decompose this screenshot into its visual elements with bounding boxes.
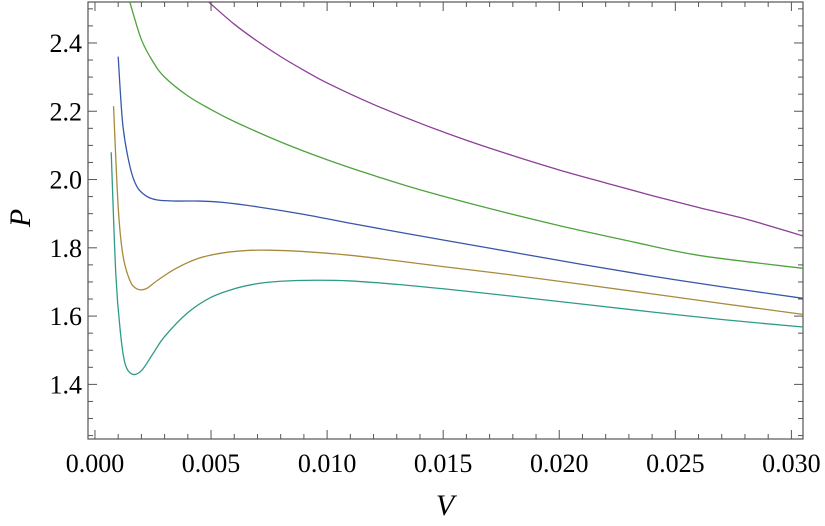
series-line-5 xyxy=(208,2,803,237)
x-tick-label: 0.000 xyxy=(66,449,125,478)
y-tick-label: 1.6 xyxy=(50,302,83,331)
x-tick-label: 0.025 xyxy=(646,449,705,478)
series-line-1 xyxy=(110,152,803,376)
series-layer xyxy=(110,2,803,376)
series-line-4 xyxy=(129,2,803,269)
y-axis-title: P xyxy=(4,209,37,228)
y-tick-label: 1.4 xyxy=(50,370,83,399)
x-axis-title: V xyxy=(436,489,458,522)
x-tick-label: 0.020 xyxy=(530,449,589,478)
series-line-2 xyxy=(112,106,803,316)
x-tick-label: 0.030 xyxy=(762,449,821,478)
x-tick-label: 0.015 xyxy=(414,449,473,478)
y-tick-label: 2.4 xyxy=(50,29,83,58)
x-tick-label: 0.005 xyxy=(182,449,241,478)
y-tick-label: 2.0 xyxy=(50,166,83,195)
y-tick-labels: 1.4 1.6 1.8 2.0 2.2 2.4 xyxy=(50,29,83,399)
y-tick-label: 1.8 xyxy=(50,234,83,263)
series-line-3 xyxy=(117,56,803,299)
ticks-layer xyxy=(88,2,803,439)
x-tick-label: 0.010 xyxy=(298,449,357,478)
plot-frame xyxy=(87,1,804,440)
y-tick-label: 2.2 xyxy=(50,97,83,126)
x-tick-labels: 0.000 0.005 0.010 0.015 0.020 0.025 0.030 xyxy=(66,449,821,478)
